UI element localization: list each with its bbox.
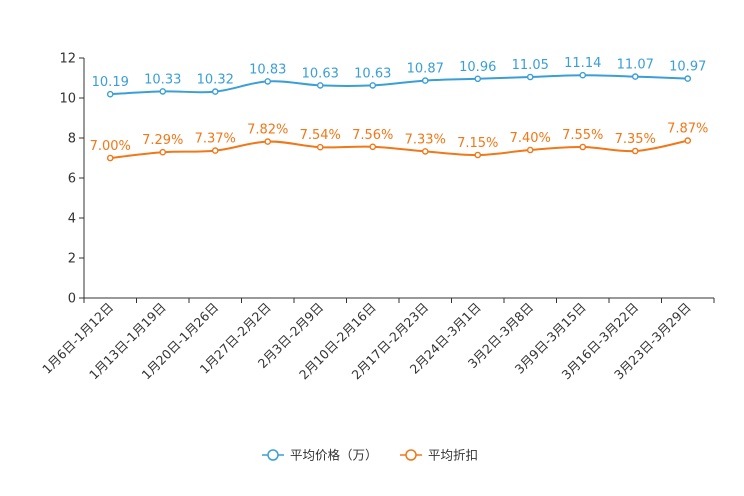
data-point[interactable] (316, 82, 324, 89)
y-tick-label: 8 (68, 132, 76, 147)
data-label: 7.37% (195, 132, 236, 147)
data-label: 10.83 (249, 62, 286, 77)
series-line-1 (110, 74, 688, 96)
data-label: 10.96 (459, 60, 496, 75)
data-point[interactable] (211, 88, 219, 95)
data-labels: 10.19 10.33 10.32 10.83 10.63 10.63 10.87 10.96… (90, 56, 709, 154)
data-point[interactable] (369, 82, 377, 89)
data-point[interactable] (159, 148, 167, 156)
data-label: 10.32 (197, 73, 234, 88)
y-tick-label: 0 (68, 292, 76, 307)
data-label: 10.33 (144, 72, 181, 87)
data-label: 7.35% (615, 132, 656, 147)
y-tick-label: 10 (59, 92, 76, 107)
data-point[interactable] (684, 75, 692, 82)
data-label: 7.33% (405, 132, 446, 147)
x-axis-ticks: 1月6日-1月12日1月13日-1月19日1月20日-1月26日1月27日-2月… (39, 298, 715, 382)
data-label: 10.63 (354, 66, 391, 81)
data-point[interactable] (579, 71, 587, 79)
data-label: 7.87% (667, 122, 708, 137)
data-point[interactable] (631, 73, 639, 80)
data-point[interactable] (474, 75, 482, 83)
data-label: 10.87 (407, 62, 444, 77)
data-point[interactable] (369, 143, 377, 151)
data-point[interactable] (264, 138, 272, 145)
data-point[interactable] (631, 147, 639, 155)
data-label: 10.19 (92, 75, 129, 90)
legend-marker-icon (267, 449, 279, 461)
data-label: 10.63 (302, 66, 339, 81)
data-point[interactable] (579, 143, 587, 151)
data-label: 11.14 (564, 56, 601, 71)
data-point[interactable] (474, 151, 482, 159)
data-point[interactable] (684, 137, 692, 144)
data-point[interactable] (421, 77, 429, 84)
data-point[interactable] (106, 90, 114, 98)
data-label: 7.15% (457, 136, 498, 151)
data-label: 11.05 (512, 58, 549, 73)
data-label: 7.82% (247, 123, 288, 138)
data-label: 7.00% (90, 139, 131, 154)
y-tick-label: 4 (68, 212, 76, 227)
data-point[interactable] (421, 148, 429, 155)
legend-item-2[interactable]: 平均折扣 (400, 448, 478, 463)
data-point[interactable] (264, 78, 272, 85)
data-label: 7.56% (352, 128, 393, 143)
legend-marker-icon (405, 449, 417, 461)
axes (83, 58, 714, 299)
legend: 平均价格（万） 平均折扣 (262, 448, 478, 463)
data-label: 10.97 (669, 60, 706, 75)
y-tick-label: 2 (68, 252, 76, 267)
data-point[interactable] (106, 154, 114, 162)
y-axis-ticks: 0 2 4 6 8 10 12 (59, 52, 84, 307)
data-point[interactable] (159, 88, 167, 95)
data-label: 7.40% (510, 131, 551, 146)
series-line-2 (110, 139, 688, 159)
data-point[interactable] (526, 146, 534, 154)
y-tick-label: 12 (59, 52, 76, 67)
data-label: 7.29% (142, 133, 183, 148)
legend-label: 平均价格（万） (290, 448, 378, 463)
data-label: 11.07 (617, 58, 654, 73)
legend-label: 平均折扣 (428, 448, 478, 463)
data-point[interactable] (526, 73, 534, 81)
data-point[interactable] (316, 143, 324, 151)
data-label: 7.55% (562, 128, 603, 143)
data-label: 7.54% (300, 128, 341, 143)
y-tick-label: 6 (68, 172, 76, 187)
legend-item-1[interactable]: 平均价格（万） (262, 448, 378, 463)
data-point[interactable] (211, 147, 219, 154)
series-lines (106, 71, 692, 162)
